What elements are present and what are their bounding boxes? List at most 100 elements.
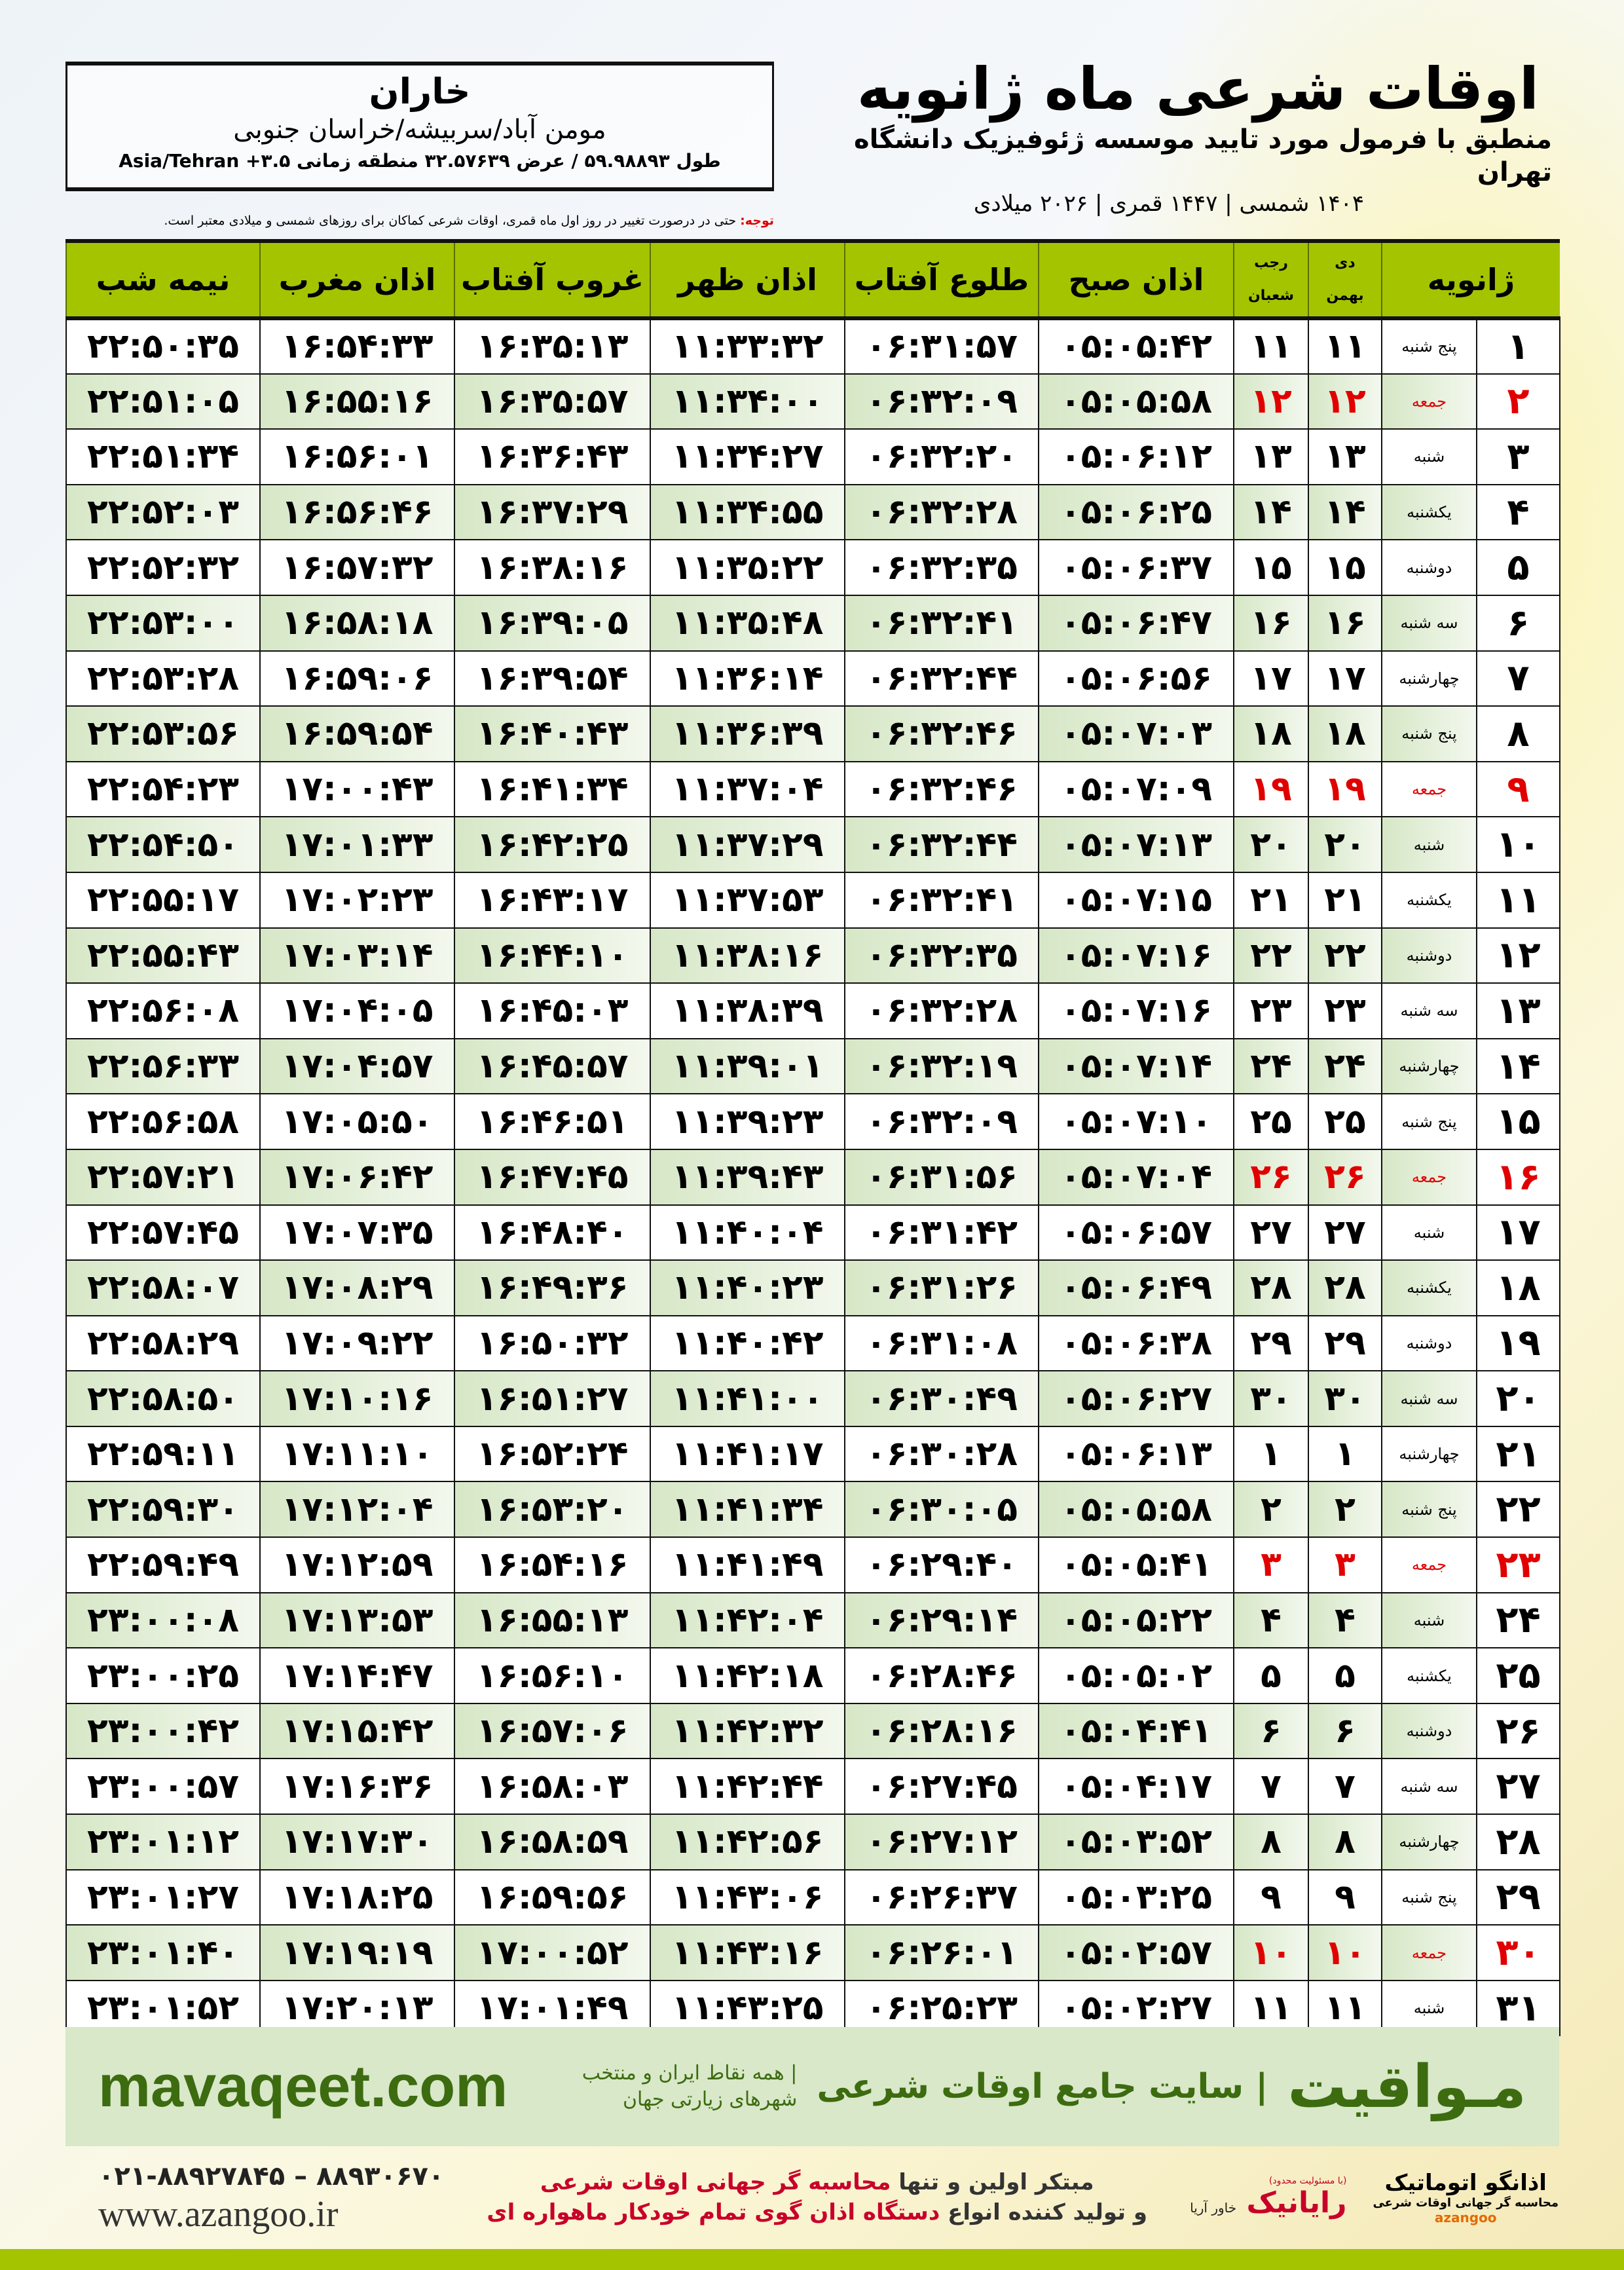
fajr-time: ۰۵:۰۴:۴۱	[1038, 1702, 1234, 1760]
weekday: پنج شنبه	[1381, 1481, 1477, 1538]
day-number: ۲۱	[1476, 1425, 1560, 1483]
table-row: ۷ چهارشنبه ۱۷ ۱۷ ۰۵:۰۶:۵۶ ۰۶:۳۲:۴۴ ۱۱:۳۶:۱۴ ۱۶:…	[65, 650, 1560, 707]
table-row: ۲۸ چهارشنبه ۸ ۸ ۰۵:۰۳:۵۲ ۰۶:۲۷:۱۲ ۱۱:۴۲:۵۶ ۱۶:۵…	[65, 1814, 1560, 1870]
midnight-time: ۲۲:۵۲:۰۳	[65, 483, 261, 541]
table-row: ۱۰ شنبه ۲۰ ۲۰ ۰۵:۰۷:۱۳ ۰۶:۳۲:۴۴ ۱۱:۳۷:۲۹ ۱۶:۴۲:…	[65, 816, 1560, 873]
mavaqeet-banner: مـواقیت | سایت جامع اوقات شرعی | همه نقا…	[65, 2027, 1559, 2146]
midnight-time: ۲۲:۵۲:۳۲	[65, 539, 261, 596]
midnight-time: ۲۲:۵۰:۳۵	[65, 318, 261, 375]
shamsi-day: ۲۱	[1308, 871, 1382, 929]
weekday: دوشنبه	[1381, 539, 1477, 596]
weekday: جمعه	[1381, 1536, 1477, 1593]
qamari-day: ۱	[1233, 1425, 1309, 1483]
fajr-time: ۰۵:۰۴:۱۷	[1038, 1758, 1234, 1815]
weekday: شنبه	[1381, 1979, 1477, 2037]
fajr-time: ۰۵:۰۶:۱۳	[1038, 1425, 1234, 1483]
table-row: ۱۵ پنج شنبه ۲۵ ۲۵ ۰۵:۰۷:۱۰ ۰۶:۳۲:۰۹ ۱۱:۳۹:۲۳ ۱۶…	[65, 1093, 1560, 1150]
qamari-day: ۱۸	[1233, 705, 1309, 762]
dhuhr-time: ۱۱:۴۱:۳۴	[650, 1481, 845, 1538]
dhuhr-time: ۱۱:۳۸:۳۹	[650, 982, 845, 1039]
page-subtitle: منطبق با فرمول مورد تایید موسسه ژئوفیزیک…	[854, 124, 1552, 187]
sunrise-time: ۰۶:۳۱:۵۷	[844, 318, 1039, 375]
weekday: دوشنبه	[1381, 927, 1477, 984]
sunset-time: ۱۶:۳۸:۱۶	[454, 539, 651, 596]
promo-text: مبتکر اولین و تنها محاسبه گر جهانی اوقات…	[470, 2167, 1164, 2227]
sunset-time: ۱۶:۴۵:۰۳	[454, 982, 651, 1039]
weekday: جمعه	[1381, 760, 1477, 818]
table-row: ۴ یکشنبه ۱۴ ۱۴ ۰۵:۰۶:۲۵ ۰۶:۳۲:۲۸ ۱۱:۳۴:۵۵ ۱۶:۳۷…	[65, 483, 1560, 541]
logo2-name: اذانگو اتوماتیک	[1384, 2169, 1547, 2196]
midnight-time: ۲۳:۰۱:۵۲	[65, 1979, 261, 2037]
midnight-time: ۲۲:۵۴:۵۰	[65, 816, 261, 873]
shamsi-day: ۱۰	[1308, 1924, 1382, 1981]
shamsi-day: ۳۰	[1308, 1370, 1382, 1427]
table-row: ۱۳ سه شنبه ۲۳ ۲۳ ۰۵:۰۷:۱۶ ۰۶:۳۲:۲۸ ۱۱:۳۸:۳۹ ۱۶:…	[65, 982, 1560, 1039]
weekday: چهارشنبه	[1381, 1814, 1477, 1870]
sunset-time: ۱۶:۳۷:۲۹	[454, 483, 651, 541]
qamari-day: ۲۶	[1233, 1148, 1309, 1206]
shamsi-day: ۷	[1308, 1758, 1382, 1815]
sunset-time: ۱۶:۵۲:۲۴	[454, 1425, 651, 1483]
qamari-day: ۶	[1233, 1702, 1309, 1760]
dhuhr-time: ۱۱:۳۹:۰۱	[650, 1037, 845, 1095]
midnight-time: ۲۲:۵۵:۱۷	[65, 871, 261, 929]
col-dhuhr: اذان ظهر	[650, 239, 845, 320]
weekday: پنج شنبه	[1381, 705, 1477, 762]
maghrib-time: ۱۷:۱۹:۱۹	[259, 1924, 455, 1981]
dhuhr-time: ۱۱:۳۹:۴۳	[650, 1148, 845, 1206]
midnight-time: ۲۲:۵۶:۰۸	[65, 982, 261, 1039]
qamari-day: ۱۵	[1233, 539, 1309, 596]
weekday: سه شنبه	[1381, 594, 1477, 652]
prayer-times-table: ژانویه دی بهمن رجب شعبان اذان صبح طلوع آفت…	[65, 239, 1560, 2037]
sunrise-time: ۰۶:۳۲:۴۱	[844, 594, 1039, 652]
dhuhr-time: ۱۱:۴۳:۰۶	[650, 1869, 845, 1926]
maghrib-time: ۱۷:۱۸:۲۵	[259, 1869, 455, 1926]
coordinates: طول ۵۹.۹۸۸۹۳ / عرض ۳۲.۵۷۶۳۹ منطقه زمانی …	[119, 150, 721, 172]
weekday: جمعه	[1381, 373, 1477, 430]
site-link[interactable]: mavaqeet.com	[98, 2053, 508, 2119]
fajr-time: ۰۵:۰۷:۱۶	[1038, 982, 1234, 1039]
table-row: ۳۰ جمعه ۱۰ ۱۰ ۰۵:۰۲:۵۷ ۰۶:۲۶:۰۱ ۱۱:۴۳:۱۶ ۱۷:۰۰:…	[65, 1924, 1560, 1981]
qamari-day: ۱۶	[1233, 594, 1309, 652]
sunrise-time: ۰۶:۳۰:۰۵	[844, 1481, 1039, 1538]
weekday: پنج شنبه	[1381, 1093, 1477, 1150]
sunset-time: ۱۶:۴۱:۳۴	[454, 760, 651, 818]
website-link[interactable]: www.azangoo.ir	[98, 2194, 339, 2235]
dhuhr-time: ۱۱:۳۴:۵۵	[650, 483, 845, 541]
col-qamari: رجب شعبان	[1233, 239, 1308, 320]
qamari-day: ۱۱	[1233, 318, 1309, 375]
maghrib-time: ۱۷:۰۶:۴۲	[259, 1148, 455, 1206]
midnight-time: ۲۲:۵۳:۰۰	[65, 594, 261, 652]
day-number: ۷	[1476, 650, 1560, 707]
sunset-time: ۱۶:۵۶:۱۰	[454, 1647, 651, 1704]
weekday: یکشنبه	[1381, 1259, 1477, 1316]
qamari-day: ۲۹	[1233, 1314, 1309, 1372]
midnight-time: ۲۳:۰۰:۵۷	[65, 1758, 261, 1815]
maghrib-time: ۱۷:۰۹:۲۲	[259, 1314, 455, 1372]
midnight-time: ۲۲:۵۴:۲۳	[65, 760, 261, 818]
table-row: ۲۰ سه شنبه ۳۰ ۳۰ ۰۵:۰۶:۲۷ ۰۶:۳۰:۴۹ ۱۱:۴۱:۰۰ ۱۶:…	[65, 1370, 1560, 1427]
day-number: ۱۶	[1476, 1148, 1560, 1206]
midnight-time: ۲۲:۵۳:۲۸	[65, 650, 261, 707]
col-shamsi: دی بهمن	[1308, 239, 1382, 320]
day-number: ۲۵	[1476, 1647, 1560, 1704]
midnight-time: ۲۲:۵۹:۳۰	[65, 1481, 261, 1538]
sunset-time: ۱۶:۴۸:۴۰	[454, 1204, 651, 1261]
day-number: ۹	[1476, 760, 1560, 818]
day-number: ۳۰	[1476, 1924, 1560, 1981]
table-row: ۵ دوشنبه ۱۵ ۱۵ ۰۵:۰۶:۳۷ ۰۶:۳۲:۳۵ ۱۱:۳۵:۲۲ ۱۶:۳۸…	[65, 539, 1560, 596]
fajr-time: ۰۵:۰۲:۵۷	[1038, 1924, 1234, 1981]
contacts: ۰۲۱-۸۸۹۲۷۸۴۵ – ۸۸۹۳۰۶۷۰ www.azangoo.ir	[98, 2159, 444, 2235]
midnight-time: ۲۳:۰۱:۱۲	[65, 1814, 261, 1870]
weekday: سه شنبه	[1381, 1370, 1477, 1427]
footer: ۰۲۱-۸۸۹۲۷۸۴۵ – ۸۸۹۳۰۶۷۰ www.azangoo.ir م…	[98, 2155, 1559, 2240]
table-row: ۲۶ دوشنبه ۶ ۶ ۰۵:۰۴:۴۱ ۰۶:۲۸:۱۶ ۱۱:۴۲:۳۲ ۱۶:۵۷:…	[65, 1702, 1560, 1760]
sunset-time: ۱۶:۵۳:۲۰	[454, 1481, 651, 1538]
weekday: چهارشنبه	[1381, 1037, 1477, 1095]
shamsi-day: ۳	[1308, 1536, 1382, 1593]
fajr-time: ۰۵:۰۵:۵۸	[1038, 373, 1234, 430]
shamsi-day: ۲۲	[1308, 927, 1382, 984]
sunrise-time: ۰۶:۲۶:۳۷	[844, 1869, 1039, 1926]
sunrise-time: ۰۶:۳۲:۲۸	[844, 982, 1039, 1039]
sunrise-time: ۰۶:۳۰:۴۹	[844, 1370, 1039, 1427]
